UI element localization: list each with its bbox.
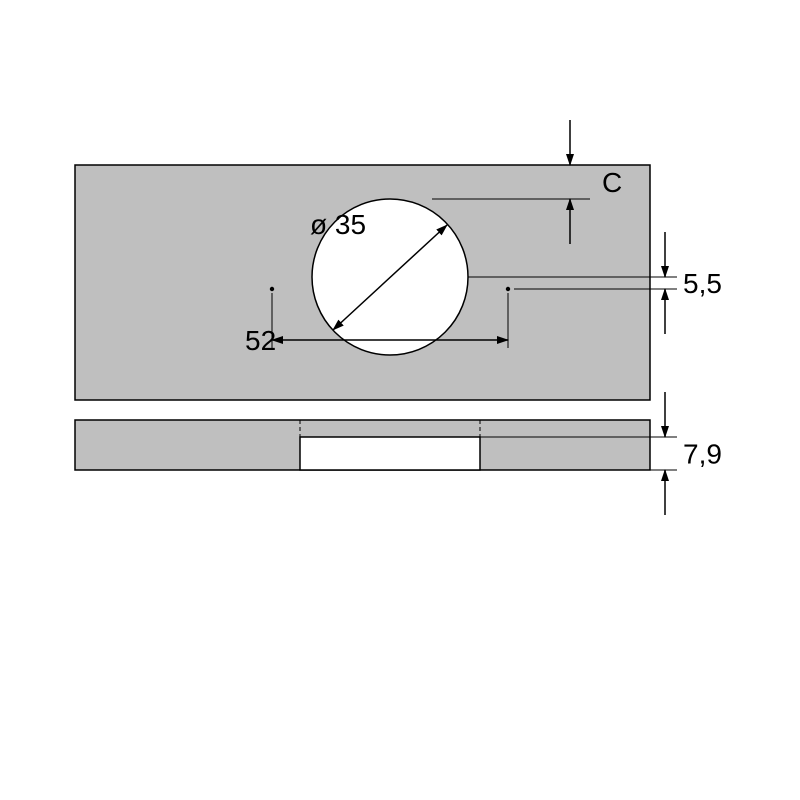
dim-79-label: 7,9 xyxy=(683,439,722,470)
dim-52-label: 52 xyxy=(245,325,276,356)
left-screw-dot xyxy=(270,287,274,291)
diameter-label: ø 35 xyxy=(310,209,366,240)
bore-depth-cutout xyxy=(300,437,480,470)
technical-drawing: ø 35 52 C 5,5 7,9 xyxy=(0,0,800,800)
right-screw-dot xyxy=(506,287,510,291)
dim-55-label: 5,5 xyxy=(683,268,722,299)
dim-c-label: C xyxy=(602,167,622,198)
